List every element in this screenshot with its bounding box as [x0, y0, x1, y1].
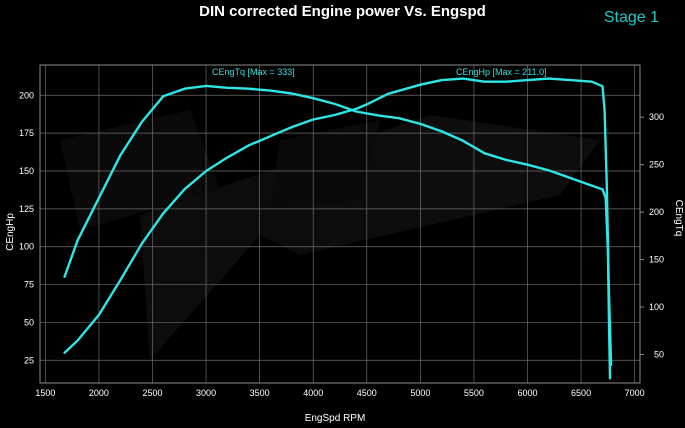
left-axis-label: CEngHp	[5, 213, 16, 251]
left-axis-ticks: 25 50 75 100 125 150 175 200	[19, 90, 34, 365]
chart-title: DIN corrected Engine power Vs. Engspd	[199, 3, 486, 20]
series-label-power: CEngHp [Max = 211.0]	[456, 67, 547, 77]
left-tick-label: 175	[19, 128, 34, 138]
x-tick-label: 3000	[196, 388, 216, 398]
left-tick-label: 25	[24, 355, 34, 365]
left-tick-label: 75	[24, 280, 34, 290]
series-group	[63, 77, 613, 380]
x-tick-label: 3500	[250, 388, 270, 398]
x-tick-label: 6000	[517, 388, 537, 398]
x-tick-label: 4500	[357, 388, 377, 398]
watermark-logo	[60, 110, 600, 360]
x-tick-label: 4000	[303, 388, 323, 398]
left-tick-label: 125	[19, 204, 34, 214]
series-line-torque	[63, 84, 612, 380]
stage-label: Stage 1	[603, 9, 659, 26]
right-tick-label: 300	[649, 112, 664, 122]
right-tick-label: 100	[649, 302, 664, 312]
x-tick-label: 1500	[35, 388, 55, 398]
plot-frame	[39, 64, 641, 384]
left-tick-label: 100	[19, 242, 34, 252]
right-tick-label: 50	[654, 350, 664, 360]
x-tick-label: 6500	[571, 388, 591, 398]
left-tick-label: 200	[19, 90, 34, 100]
series-label-torque: CEngTq [Max = 333]	[212, 67, 295, 77]
x-tick-label: 5500	[464, 388, 484, 398]
right-axis-ticks: 50 100 150 200 250 300	[640, 112, 664, 360]
right-axis-label: CEngTq	[673, 200, 684, 237]
left-tick-label: 150	[19, 166, 34, 176]
x-tick-label: 7000	[625, 388, 645, 398]
x-tick-label: 2500	[142, 388, 162, 398]
x-tick-label: 5000	[410, 388, 430, 398]
right-tick-label: 200	[649, 207, 664, 217]
series-line-power	[63, 77, 613, 366]
x-tick-label: 2000	[89, 388, 109, 398]
right-tick-label: 250	[649, 160, 664, 170]
left-tick-label: 50	[24, 317, 34, 327]
x-axis-label: EngSpd RPM	[305, 413, 366, 424]
right-tick-label: 150	[649, 255, 664, 265]
x-axis-ticks: 1500 2000 2500 3000 3500 4000 4500 5000 5500 6000…	[35, 388, 644, 398]
